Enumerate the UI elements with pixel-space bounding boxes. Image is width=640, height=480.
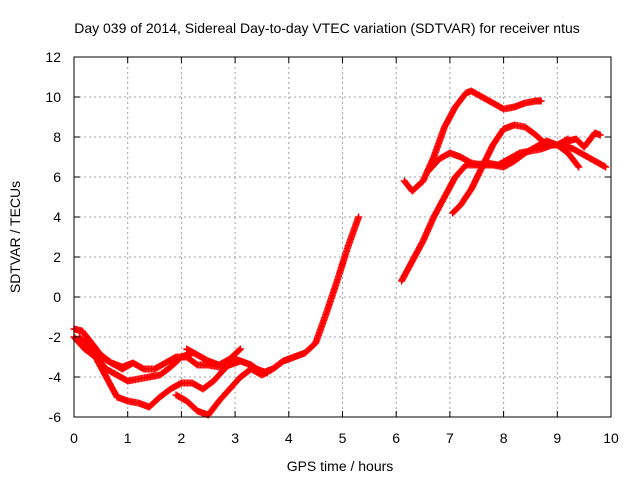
data-point: [596, 131, 604, 139]
grid: [73, 56, 612, 418]
series-arc-1: [70, 213, 363, 377]
data-point: [236, 345, 244, 353]
x-tick-label: 6: [392, 430, 400, 446]
data-point: [235, 346, 243, 354]
y-tick-label: -6: [49, 409, 62, 425]
data-point: [537, 97, 545, 105]
data-point: [301, 349, 309, 357]
x-tick-label: 9: [553, 430, 561, 446]
series-arc-11: [564, 129, 604, 151]
y-tick-label: 8: [53, 129, 61, 145]
y-tick-label: 2: [53, 249, 61, 265]
y-tick-label: -2: [49, 329, 62, 345]
x-axis-label: GPS time / hours: [287, 458, 394, 474]
chart-title: Day 039 of 2014, Sidereal Day-to-day VTE…: [74, 20, 580, 36]
series-arc-7: [400, 87, 545, 195]
x-tick-label: 0: [70, 430, 78, 446]
y-tick-label: 12: [45, 49, 61, 65]
x-tick-label: 3: [231, 430, 239, 446]
series-arc-5: [172, 349, 309, 419]
y-tick-label: -4: [49, 369, 62, 385]
x-tick-label: 8: [500, 430, 508, 446]
series-arc-6: [183, 345, 244, 369]
series-arc-10: [449, 121, 572, 217]
x-tick-label: 4: [285, 430, 293, 446]
data-point: [602, 163, 610, 171]
series-arc-2: [70, 333, 271, 411]
x-tick-label: 1: [124, 430, 132, 446]
data-point: [574, 162, 582, 170]
y-tick-label: 10: [45, 89, 61, 105]
series-arc-4: [81, 335, 196, 385]
y-tick-label: 4: [53, 209, 61, 225]
series-arc-9: [424, 137, 583, 175]
x-tick-label: 2: [178, 430, 186, 446]
y-tick-label: 0: [53, 289, 61, 305]
x-tick-label: 10: [603, 430, 619, 446]
data-point: [575, 163, 583, 171]
y-axis-label: SDTVAR / TECUs: [7, 181, 23, 293]
data-point: [355, 213, 363, 221]
data-point: [129, 359, 137, 367]
data-series: [70, 87, 610, 419]
x-tick-label: 7: [446, 430, 454, 446]
y-tick-label: 6: [53, 169, 61, 185]
data-point: [600, 162, 608, 170]
x-tick-label: 5: [339, 430, 347, 446]
